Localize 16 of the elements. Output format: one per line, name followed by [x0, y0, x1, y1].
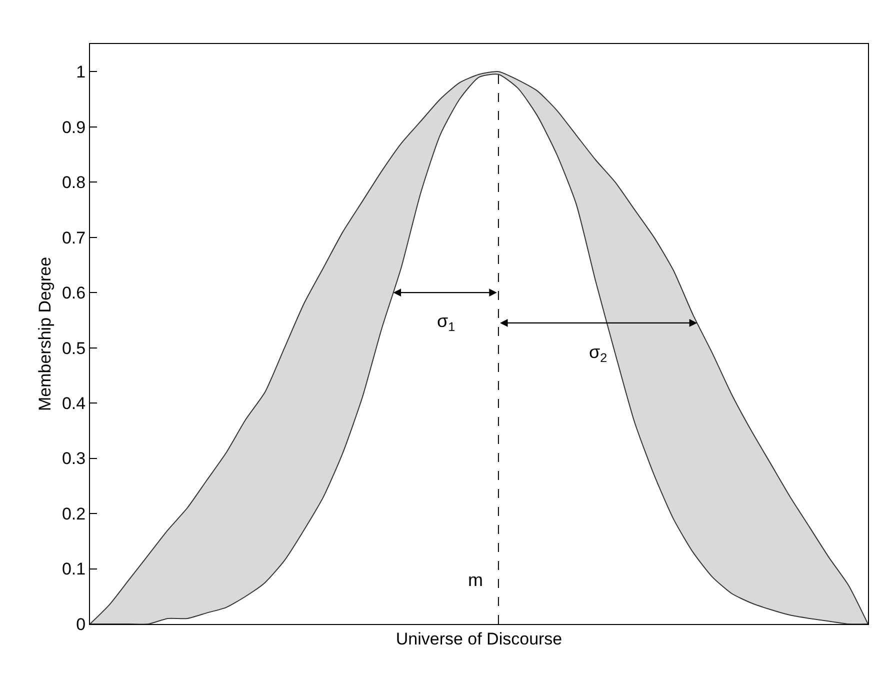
y-axis-title: Membership Degree — [36, 256, 55, 412]
y-tick-label: 0 — [76, 614, 86, 634]
y-tick-label: 0.5 — [62, 338, 86, 358]
y-tick-label: 0.6 — [62, 284, 86, 303]
annotation: σ$_{1}$ — [437, 311, 456, 334]
y-tick-label: 0.1 — [62, 560, 86, 579]
y-tick-label: 0.7 — [62, 228, 86, 248]
annotation: m — [468, 570, 483, 590]
x-axis-title: Universe of Discourse — [396, 629, 562, 648]
y-tick-label: 0.9 — [62, 118, 86, 137]
y-tick-label: 1 — [76, 62, 86, 82]
y-tick-label: 0.4 — [62, 394, 86, 413]
annotation: σ$_{2}$ — [589, 342, 608, 365]
y-tick-label: 0.8 — [62, 173, 86, 192]
y-tick-label: 0.3 — [62, 449, 86, 468]
y-tick-label: 0.2 — [62, 504, 86, 524]
